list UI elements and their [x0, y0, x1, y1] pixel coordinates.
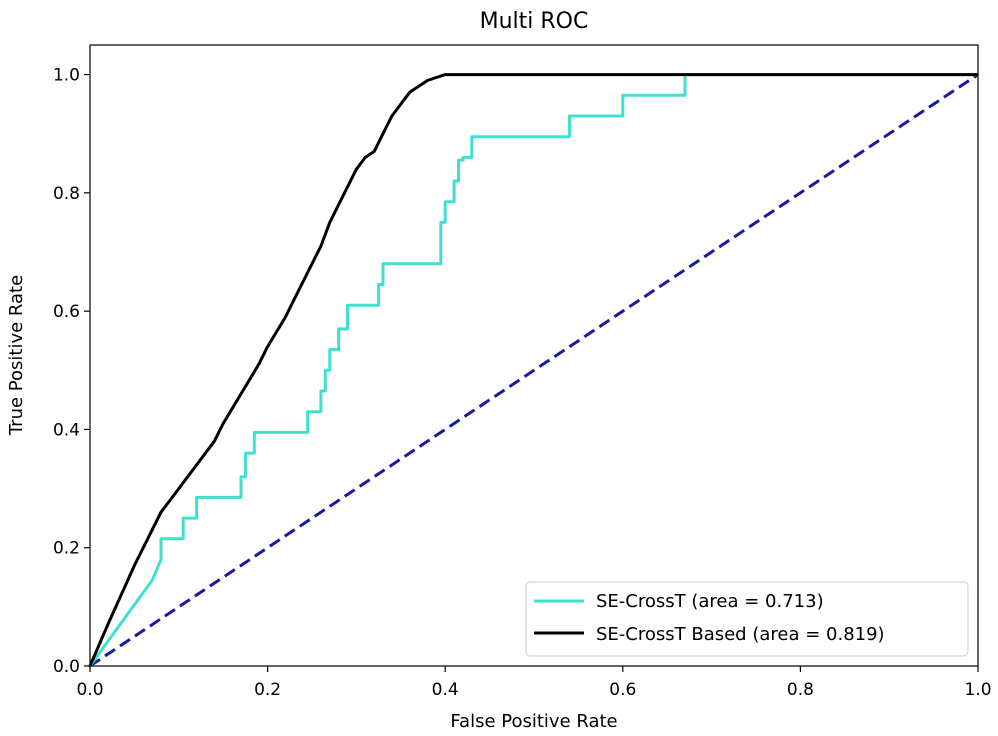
legend-box	[525, 581, 969, 657]
x-tick-label: 0.0	[76, 680, 103, 700]
x-tick-label: 0.6	[609, 680, 636, 700]
x-axis-label: False Positive Rate	[450, 711, 617, 732]
legend: SE-CrossT (area = 0.713) SE-CrossT Based…	[525, 581, 969, 657]
chart-title: Multi ROC	[480, 9, 589, 34]
y-tick-label: 0.0	[53, 657, 80, 677]
plot-area	[88, 44, 979, 668]
y-tick-label: 0.2	[53, 539, 80, 559]
y-tick-label: 0.4	[53, 420, 80, 440]
y-tick-label: 1.0	[53, 66, 80, 86]
y-tick-label: 0.8	[53, 184, 80, 204]
y-axis-label: True Positive Rate	[6, 275, 27, 436]
x-tick-label: 1.0	[964, 680, 991, 700]
axes-frame	[89, 44, 979, 667]
x-tick-label: 0.2	[254, 680, 281, 700]
series-layer	[88, 73, 979, 668]
y-axis: 0.0 0.2 0.4 0.6 0.8 1.0	[53, 66, 90, 677]
series-line-se-crosst	[88, 73, 978, 667]
y-tick-label: 0.6	[53, 302, 80, 322]
legend-label-se-crosst: SE-CrossT (area = 0.713)	[596, 591, 824, 612]
legend-label-se-crosst-based: SE-CrossT Based (area = 0.819)	[596, 624, 885, 645]
series-line-chance-diagonal	[89, 73, 979, 668]
x-tick-label: 0.4	[432, 680, 459, 700]
x-axis: 0.0 0.2 0.4 0.6 0.8 1.0	[76, 666, 992, 700]
x-tick-label: 0.8	[787, 680, 814, 700]
series-line-se-crosst-based	[88, 73, 978, 667]
